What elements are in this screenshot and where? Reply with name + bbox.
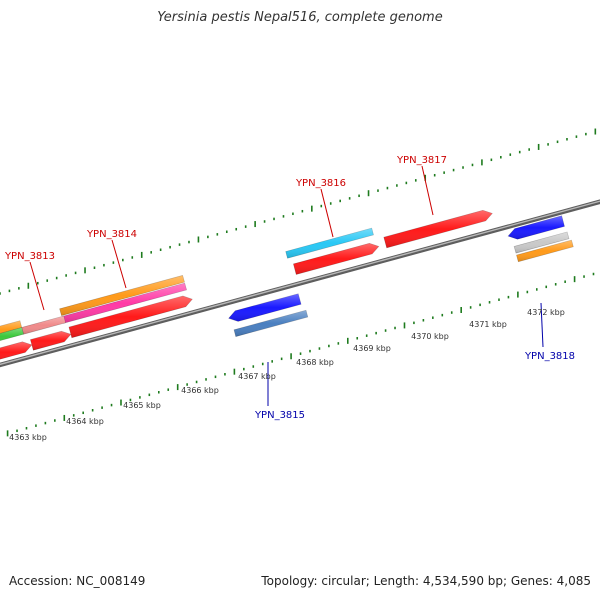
gene-feature-shading [0,327,24,341]
gene-feature-shading [285,228,374,259]
label-leader-line [540,302,544,348]
gene-feature-shading [516,240,574,262]
scale-label: 4363 kbp [9,433,47,442]
gene-feature-shading [59,275,185,316]
genome-summary-text: Topology: circular; Length: 4,534,590 bp… [261,574,591,588]
gene-feature-shading [68,296,193,338]
scale-label: 4372 kbp [527,308,565,317]
scale-label: 4365 kbp [123,401,161,410]
gene-label-ypn-3817: YPN_3817 [396,155,447,166]
gene-feature-shading [228,293,302,322]
gene-features [0,209,574,360]
gene-feature-shading [293,243,379,275]
gene-feature-shading [21,316,66,335]
scale-label: 4366 kbp [181,386,219,395]
label-leader-line [111,239,127,289]
genome-backbone [0,199,600,368]
accession-text: Accession: NC_008149 [9,574,146,588]
scale-label: 4364 kbp [66,417,104,426]
scale-label: 4367 kbp [238,372,276,381]
label-leaders [29,165,544,406]
map-title: Yersinia pestis Nepal516, complete genom… [157,10,443,25]
gene-feature-shading [0,320,22,334]
gene-feature-shading [508,215,565,240]
scale-label: 4368 kbp [296,358,334,367]
gene-label-ypn-3814: YPN_3814 [86,229,137,240]
label-leader-line [421,165,434,216]
gene-label-ypn-3816: YPN_3816 [295,178,346,189]
gene-feature-shading [383,210,493,248]
gene-feature-shading [0,341,32,360]
scale-label: 4370 kbp [411,332,449,341]
gene-label-ypn-3815: YPN_3815 [254,410,305,421]
gene-feature-shading [61,283,187,324]
gene-label-ypn-3818: YPN_3818 [524,351,575,362]
gene-feature-shading [234,310,308,337]
gene-label-ypn-3813: YPN_3813 [4,251,55,262]
scale-label: 4369 kbp [353,344,391,353]
scale-labels: 4363 kbp 4364 kbp 4365 kbp 4366 kbp 4367 kbp… [9,308,565,442]
label-leader-line [320,188,334,238]
backbone-highlight [0,200,600,366]
gene-feature-shading [514,232,569,254]
tick-marks [0,128,597,437]
scale-label: 4371 kbp [469,320,507,329]
label-leader-line [29,261,45,311]
gene-feature-shading [30,331,71,351]
gene-labels: YPN_3813 YPN_3814 YPN_3815 YPN_3816 YPN_3817… [4,155,575,421]
